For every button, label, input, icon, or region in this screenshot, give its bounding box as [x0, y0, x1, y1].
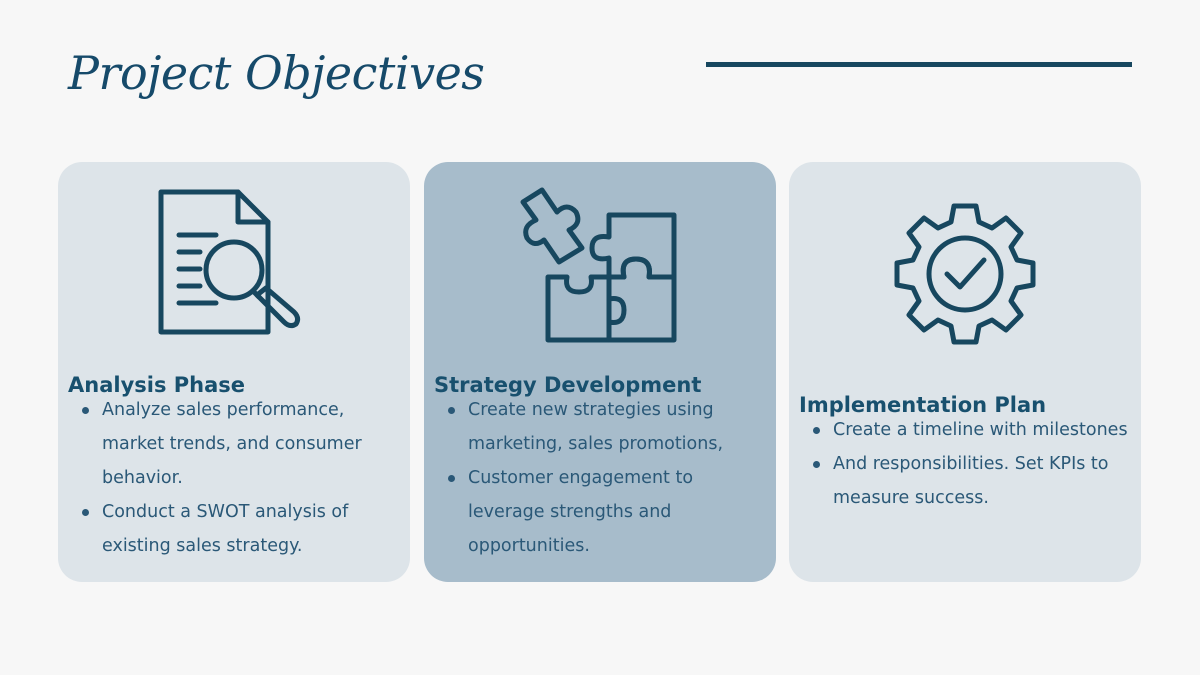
- bullet-item: Create a timeline with milestones: [813, 413, 1131, 447]
- bullet-list: Create a timeline with milestones And re…: [813, 413, 1131, 515]
- document-search-icon: [158, 189, 301, 335]
- gear-check-icon: [894, 203, 1036, 345]
- card-title: Strategy Development: [434, 373, 702, 397]
- card-title: Implementation Plan: [799, 393, 1047, 417]
- bullet-list: Create new strategies using marketing, s…: [448, 393, 766, 563]
- bullet-item: Create new strategies using marketing, s…: [448, 393, 766, 461]
- card-analysis-phase: Analysis Phase Analyze sales performance…: [58, 162, 410, 582]
- card-title: Analysis Phase: [68, 373, 246, 397]
- slide-title: Project Objectives: [68, 46, 485, 100]
- title-divider: [706, 62, 1132, 67]
- bullet-item: Customer engagement to leverage strength…: [448, 461, 766, 563]
- bullet-item: Analyze sales performance, market trends…: [82, 393, 400, 495]
- bullet-item: Conduct a SWOT analysis of existing sale…: [82, 495, 400, 563]
- bullet-list: Analyze sales performance, market trends…: [82, 393, 400, 563]
- bullet-item: And responsibilities. Set KPIs to measur…: [813, 447, 1131, 515]
- puzzle-icon: [520, 187, 677, 343]
- card-strategy-development: Strategy Development Create new strategi…: [424, 162, 776, 582]
- card-implementation-plan: Implementation Plan Create a timeline wi…: [789, 162, 1141, 582]
